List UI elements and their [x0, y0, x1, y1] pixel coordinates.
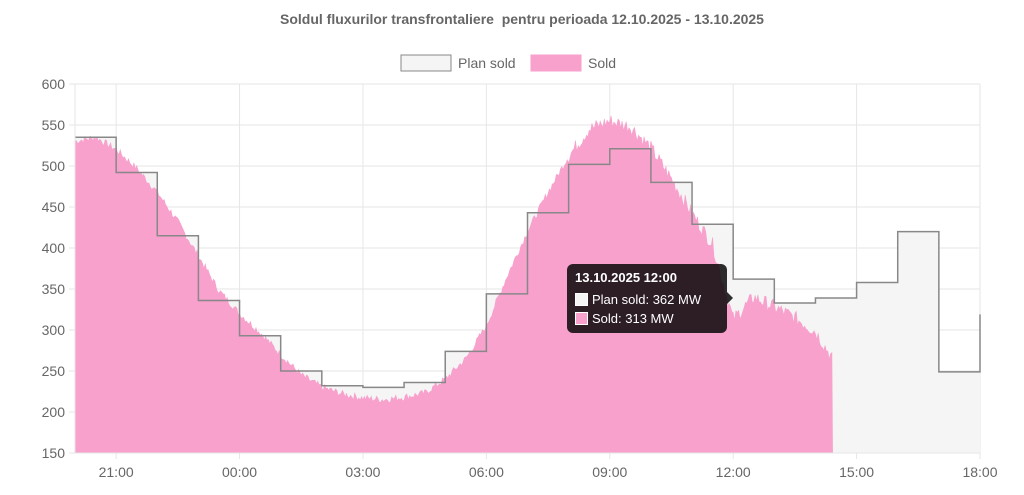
x-tick-label: 06:00: [469, 464, 504, 480]
y-tick-label: 300: [42, 322, 66, 338]
tooltip-label-plan: Plan sold: 362 MW: [592, 292, 702, 307]
sold-series: [74, 115, 833, 454]
plan-sold-line: [75, 136, 981, 389]
chart-title: Soldul fluxurilor transfrontaliere pentr…: [280, 11, 764, 27]
y-tick-label: 500: [42, 158, 66, 174]
axes: 150 200 250 300 350 400 450 500 550 600 21:00 00:00…: [42, 76, 998, 480]
legend-swatch-sold: [530, 54, 582, 72]
legend-label-sold: Sold: [588, 55, 616, 71]
tooltip-title: 13.10.2025 12:00: [575, 270, 677, 285]
y-tick-label: 400: [42, 240, 66, 256]
tooltip-swatch-sold: [575, 312, 588, 325]
tooltip-label-sold: Sold: 313 MW: [592, 311, 674, 326]
x-tick-label: 18:00: [962, 464, 997, 480]
x-tick-label: 15:00: [839, 464, 874, 480]
y-tick-label: 150: [42, 445, 66, 461]
sold-area: [74, 115, 833, 454]
legend-swatch-plan-sold: [400, 54, 452, 72]
x-tick-label: 12:00: [716, 464, 751, 480]
tooltip-row-sold: Sold: 313 MW: [575, 309, 719, 328]
y-tick-label: 450: [42, 199, 66, 215]
x-tick-label: 21:00: [99, 464, 134, 480]
plan-sold-series: [75, 136, 981, 389]
y-tick-label: 200: [42, 404, 66, 420]
legend: Plan sold Sold: [400, 54, 616, 72]
tooltip-swatch-plan: [575, 293, 588, 306]
tooltip-row-plan: Plan sold: 362 MW: [575, 290, 719, 309]
legend-label-plan-sold: Plan sold: [458, 55, 516, 71]
x-tick-label: 09:00: [592, 464, 627, 480]
x-tick-label: 03:00: [345, 464, 380, 480]
y-tick-label: 550: [42, 117, 66, 133]
tooltip-arrow: [727, 292, 733, 304]
tooltip: 13.10.2025 12:00 Plan sold: 362 MW Sold:…: [567, 264, 727, 333]
y-tick-label: 350: [42, 281, 66, 297]
y-tick-label: 250: [42, 363, 66, 379]
y-tick-label: 600: [42, 76, 66, 92]
x-tick-label: 00:00: [222, 464, 257, 480]
